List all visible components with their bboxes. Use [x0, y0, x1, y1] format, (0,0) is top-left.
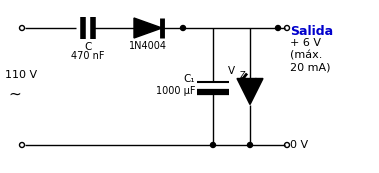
- Circle shape: [276, 25, 280, 30]
- Text: 1N4004: 1N4004: [129, 41, 167, 51]
- Text: + 6 V: + 6 V: [290, 38, 321, 48]
- Circle shape: [210, 143, 216, 148]
- Circle shape: [180, 25, 185, 30]
- Text: 110 V: 110 V: [5, 70, 37, 80]
- Text: 0 V: 0 V: [290, 140, 308, 150]
- Polygon shape: [237, 79, 263, 104]
- Text: ~: ~: [8, 87, 21, 102]
- Text: 470 nF: 470 nF: [71, 51, 105, 61]
- Text: Z: Z: [240, 71, 246, 80]
- Text: Salida: Salida: [290, 25, 333, 38]
- Text: C₁: C₁: [183, 74, 195, 84]
- Text: (máx.: (máx.: [290, 50, 323, 60]
- Polygon shape: [134, 18, 162, 38]
- Text: 1000 μF: 1000 μF: [155, 85, 195, 95]
- Circle shape: [247, 143, 252, 148]
- Text: V: V: [228, 66, 235, 76]
- Text: 20 mA): 20 mA): [290, 62, 330, 72]
- Text: C: C: [84, 42, 92, 52]
